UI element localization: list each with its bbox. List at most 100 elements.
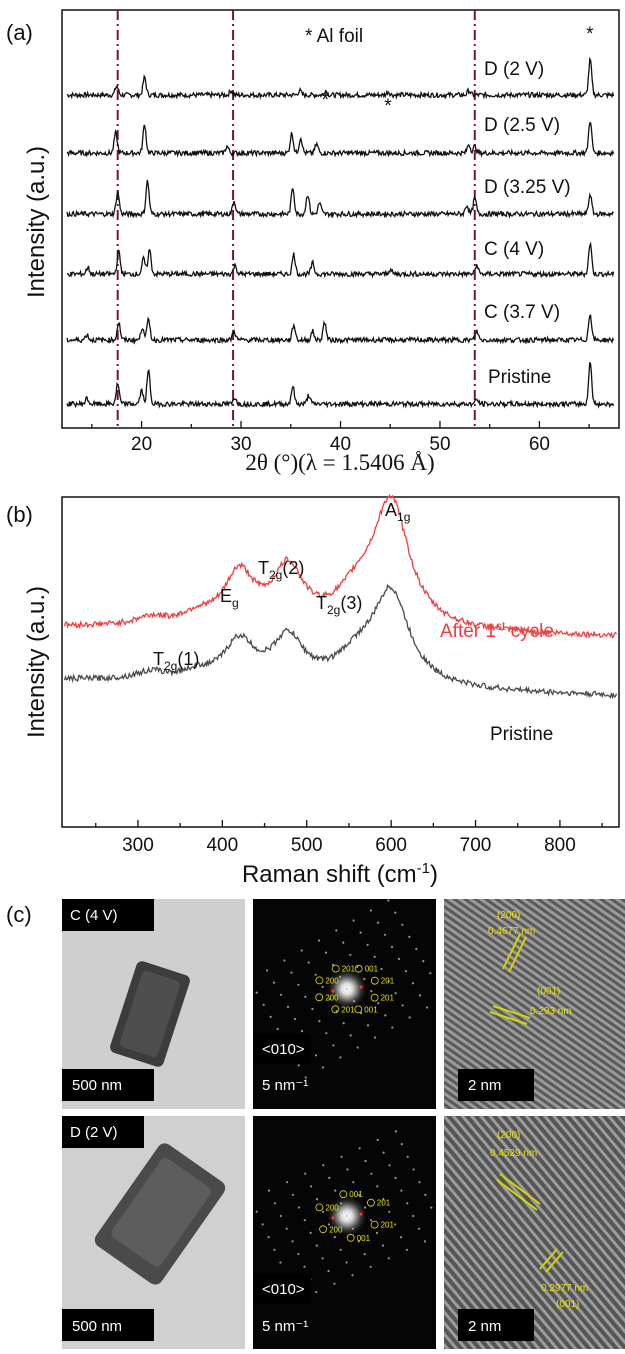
saed-spot <box>276 1027 279 1031</box>
saed-spot-index: 001 <box>365 965 379 974</box>
saed-spot-index: 200 <box>325 976 339 985</box>
saed-spot <box>352 919 355 922</box>
saed-spot-index: 200 <box>325 993 339 1002</box>
saed-spot <box>291 1240 294 1243</box>
saed-spot <box>370 1172 373 1175</box>
saed-spot <box>267 1189 271 1192</box>
saed-spot <box>401 1004 404 1007</box>
saed-spot <box>261 1223 264 1226</box>
saed-spot <box>363 1253 366 1256</box>
xrd-chart: (a) D (2 V) D (2.5 V) D (3.25 V) C (4 V) C (… <box>6 9 620 475</box>
xrd-trace <box>66 179 615 219</box>
saed-spot-index: 001 <box>349 1190 363 1199</box>
saed-spot-index: 001 <box>357 1234 371 1243</box>
saed-indexed-spot <box>331 964 340 973</box>
saed-marker <box>331 989 335 993</box>
saed-spot <box>325 1032 328 1035</box>
saed-spot-index: 201 <box>342 965 356 974</box>
saed-spot <box>429 972 432 975</box>
saed-spot <box>383 933 387 936</box>
xrd-tick-label: 40 <box>330 434 351 455</box>
legend-after-first-cycle: After 1st cycle <box>440 619 554 642</box>
al-foil-star-marker: * <box>322 90 330 111</box>
saed-spot <box>311 1007 314 1011</box>
hrtem-scalebar-c4v: 2 nm <box>468 1077 501 1094</box>
lattice-mark <box>499 1173 541 1205</box>
saed-spot <box>418 994 422 997</box>
saed-spot <box>376 921 380 924</box>
saed-marker <box>359 1212 363 1216</box>
saed-spot <box>340 1155 343 1158</box>
xrd-trace <box>66 122 615 158</box>
hrtem-d-d2v-2: 0.2977 nm <box>541 1283 588 1294</box>
saed-spot <box>328 997 331 1001</box>
saed-spot <box>390 945 394 948</box>
saed-spot <box>345 1214 349 1218</box>
saed-indexed-spot <box>354 964 363 973</box>
saed-spot <box>324 951 328 954</box>
xrd-trace-label: D (2.5 V) <box>484 115 560 136</box>
saed-indexed-spot <box>315 993 324 1002</box>
saed-zone-box <box>253 1034 311 1064</box>
xrd-trace-label: C (3.7 V) <box>484 302 560 323</box>
saed-spot <box>342 941 345 944</box>
saed-spot <box>382 1151 385 1154</box>
xrd-tick-label: 60 <box>529 434 550 455</box>
hrtem-d-c4v-1: 0.4677 nm <box>488 926 535 937</box>
saed-spot <box>340 1202 343 1205</box>
saed-spot <box>394 1223 397 1226</box>
saed-indexed-spot <box>339 1190 348 1199</box>
saed-spot <box>400 1143 403 1146</box>
saed-spot <box>376 1138 379 1141</box>
saed-spot <box>314 1054 318 1057</box>
saed-spot <box>321 985 324 988</box>
saed-spot <box>406 1202 409 1205</box>
saed-spot <box>315 1198 319 1201</box>
saed-spot <box>339 1056 342 1059</box>
raman-tick-label: 500 <box>291 835 323 856</box>
saed-spot <box>373 1036 377 1039</box>
saed-spot <box>333 1236 336 1239</box>
hrtem-d-c4v-2: 0.293 nm <box>530 1006 572 1017</box>
saed-spot <box>286 1181 289 1184</box>
saed-spot <box>356 1046 359 1049</box>
hrtem-plane-c4v-1: (200) <box>497 910 520 921</box>
raman-plot-frame <box>61 496 620 828</box>
saed-spot <box>366 943 369 946</box>
xrd-trace <box>66 314 615 345</box>
saed-spot <box>267 1236 270 1239</box>
saed-spot <box>321 1066 325 1069</box>
saed-spot <box>335 1010 338 1013</box>
saed-spot <box>322 1164 325 1167</box>
saed-spot-index: 201 <box>377 1199 391 1208</box>
saed-spot <box>359 931 362 934</box>
saed-spot <box>339 1248 342 1251</box>
saed-spot <box>363 977 366 981</box>
tem-scale-box <box>62 1309 154 1341</box>
saed-spot <box>418 1227 421 1230</box>
saed-spot <box>373 955 376 958</box>
saed-spot <box>303 1265 306 1268</box>
saed-spot <box>300 949 303 952</box>
saed-spot <box>404 970 408 973</box>
saed-spot <box>388 1210 391 1213</box>
raman-tick-label: 800 <box>544 835 576 856</box>
saed-spot-index: 201 <box>341 1005 355 1014</box>
saed-indexed-spot <box>366 1198 375 1207</box>
saed-spot <box>327 1269 330 1273</box>
panel-letter-c: (c) <box>6 902 32 927</box>
saed-spot <box>358 1147 361 1150</box>
saed-zone-box <box>253 1274 311 1304</box>
saed-spot <box>310 1185 313 1188</box>
saed-zone-c4v: <010> <box>262 1041 305 1058</box>
saed-spot <box>388 1164 391 1167</box>
saed-spot <box>272 981 276 984</box>
legend-pristine-raman: Pristine <box>490 724 553 745</box>
panel-letter-a: (a) <box>6 20 33 45</box>
saed-spot <box>415 947 418 951</box>
lattice-mark <box>496 1179 538 1211</box>
saed-spot <box>425 1006 429 1009</box>
saed-spot <box>394 992 397 995</box>
saed-spot-index: 201 <box>381 1221 395 1230</box>
